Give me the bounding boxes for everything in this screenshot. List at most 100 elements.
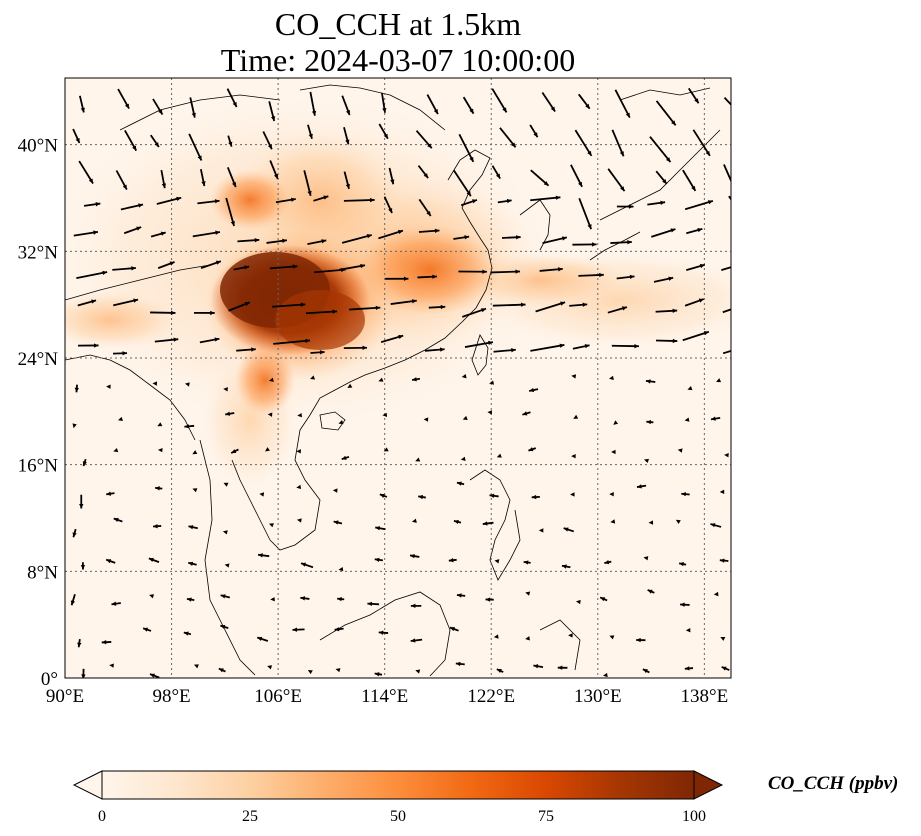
wind-arrow xyxy=(257,553,270,558)
wind-arrow xyxy=(647,200,666,206)
wind-arrow xyxy=(78,160,94,184)
wind-arrow xyxy=(78,95,85,113)
wind-arrow xyxy=(335,668,341,673)
wind-arrow xyxy=(557,665,568,670)
wind-arrow xyxy=(112,266,136,271)
wind-arrow xyxy=(494,559,500,564)
wind-arrow xyxy=(722,349,731,355)
wind-arrow xyxy=(339,263,366,271)
wind-arrow xyxy=(267,665,273,670)
wind-arrow xyxy=(531,494,540,500)
wind-arrow xyxy=(458,269,487,274)
wind-arrow xyxy=(310,375,316,380)
wind-arrow xyxy=(303,170,312,196)
wind-arrow xyxy=(157,447,163,453)
x-tick-label: 138°E xyxy=(681,686,729,707)
wind-arrow xyxy=(343,171,350,190)
wind-arrow xyxy=(719,489,725,494)
wind-arrow xyxy=(719,558,729,563)
wind-arrow xyxy=(341,455,350,461)
wind-arrow xyxy=(692,129,711,157)
wind-arrow xyxy=(647,589,655,594)
wind-arrow xyxy=(424,347,445,352)
x-tick-label: 122°E xyxy=(467,686,515,707)
wind-arrow xyxy=(382,412,388,418)
wind-arrow xyxy=(636,637,646,643)
wind-arrow xyxy=(388,167,395,185)
wind-arrow xyxy=(643,556,649,561)
wind-arrow xyxy=(449,626,459,632)
wind-arrow xyxy=(574,129,593,157)
wind-arrow xyxy=(720,636,726,641)
wind-arrow xyxy=(417,274,437,279)
wind-arrow xyxy=(188,525,198,530)
wind-arrow xyxy=(614,89,631,119)
wind-arrow xyxy=(106,491,115,496)
wind-arrow xyxy=(684,200,714,211)
colorbar-tick-label: 100 xyxy=(682,808,706,825)
wind-arrow xyxy=(378,123,389,140)
wind-arrow xyxy=(415,457,421,462)
wind-arrow xyxy=(599,596,608,602)
wind-arrow xyxy=(496,668,504,673)
wind-arrow xyxy=(268,523,274,528)
wind-arrow xyxy=(124,129,138,152)
wind-arrow xyxy=(572,242,597,247)
wind-arrow xyxy=(675,519,681,524)
colorbar-frame xyxy=(101,770,695,800)
wind-arrow xyxy=(113,298,139,307)
wind-arrow xyxy=(72,423,77,429)
wind-arrow xyxy=(150,231,166,238)
wind-arrow xyxy=(333,520,343,525)
wind-arrow xyxy=(529,124,539,138)
wind-arrow xyxy=(72,528,77,538)
wind-arrow xyxy=(611,129,625,157)
wind-arrow xyxy=(682,169,697,192)
wind-arrow xyxy=(456,481,465,486)
wind-arrow xyxy=(227,135,233,147)
wind-arrow xyxy=(611,449,616,455)
wind-arrow xyxy=(684,666,694,671)
concentration-field xyxy=(65,90,731,490)
wind-arrow xyxy=(724,453,729,458)
wind-arrow xyxy=(448,558,457,563)
wind-arrow xyxy=(616,274,635,280)
wind-vectors xyxy=(70,87,731,678)
wind-arrow xyxy=(337,596,345,602)
wind-arrow xyxy=(453,169,472,197)
x-tick-label: 106°E xyxy=(254,686,302,707)
wind-arrow xyxy=(493,634,499,639)
wind-arrow xyxy=(183,631,192,636)
wind-arrow xyxy=(192,230,221,238)
wind-arrow xyxy=(374,672,383,677)
wind-arrow xyxy=(332,488,338,493)
wind-arrow xyxy=(230,448,239,454)
wind-arrow xyxy=(390,299,417,305)
wind-arrow xyxy=(310,350,325,355)
wind-arrow xyxy=(237,238,260,243)
wind-arrow xyxy=(262,131,273,150)
wind-arrow xyxy=(646,419,654,425)
wind-arrow xyxy=(155,486,163,491)
wind-arrow xyxy=(296,518,302,523)
wind-arrow xyxy=(148,557,160,563)
wind-arrow xyxy=(721,666,730,671)
wind-arrow xyxy=(117,416,123,422)
wind-arrow xyxy=(226,88,238,108)
wind-arrow xyxy=(533,664,544,669)
wind-arrow xyxy=(723,96,731,106)
wind-arrow xyxy=(458,133,475,163)
y-tick-label: 0° xyxy=(41,669,58,690)
x-tick-label: 130°E xyxy=(574,686,622,707)
wind-arrow xyxy=(493,348,516,353)
wind-arrow xyxy=(152,98,164,115)
wind-arrow xyxy=(684,298,705,307)
wind-arrow xyxy=(113,517,123,523)
wind-arrow xyxy=(307,124,313,139)
wind-arrow xyxy=(194,310,215,316)
wind-arrow xyxy=(189,97,196,118)
wind-arrow xyxy=(77,343,99,348)
wind-arrow xyxy=(154,337,179,343)
wind-arrow xyxy=(197,199,220,205)
wind-arrow xyxy=(152,381,158,386)
